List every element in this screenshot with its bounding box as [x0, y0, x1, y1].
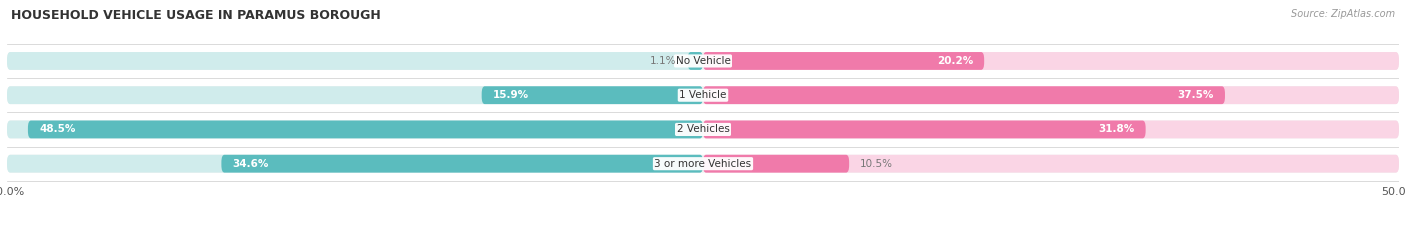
- Text: 48.5%: 48.5%: [39, 124, 76, 135]
- FancyBboxPatch shape: [703, 52, 984, 70]
- Text: 15.9%: 15.9%: [494, 90, 529, 100]
- FancyBboxPatch shape: [28, 121, 703, 138]
- FancyBboxPatch shape: [7, 52, 703, 70]
- Text: 37.5%: 37.5%: [1177, 90, 1213, 100]
- FancyBboxPatch shape: [703, 86, 1225, 104]
- Text: 34.6%: 34.6%: [232, 159, 269, 169]
- Text: 20.2%: 20.2%: [936, 56, 973, 66]
- Text: 10.5%: 10.5%: [860, 159, 893, 169]
- Text: 3 or more Vehicles: 3 or more Vehicles: [654, 159, 752, 169]
- Text: 1.1%: 1.1%: [650, 56, 676, 66]
- Text: 31.8%: 31.8%: [1098, 124, 1135, 135]
- FancyBboxPatch shape: [703, 155, 1399, 173]
- FancyBboxPatch shape: [703, 121, 1399, 138]
- FancyBboxPatch shape: [7, 155, 1399, 173]
- FancyBboxPatch shape: [703, 155, 849, 173]
- FancyBboxPatch shape: [7, 121, 703, 138]
- Legend: Owner-occupied, Renter-occupied: Owner-occupied, Renter-occupied: [586, 231, 820, 234]
- FancyBboxPatch shape: [482, 86, 703, 104]
- Text: No Vehicle: No Vehicle: [675, 56, 731, 66]
- FancyBboxPatch shape: [7, 86, 703, 104]
- FancyBboxPatch shape: [703, 52, 1399, 70]
- Text: HOUSEHOLD VEHICLE USAGE IN PARAMUS BOROUGH: HOUSEHOLD VEHICLE USAGE IN PARAMUS BOROU…: [11, 9, 381, 22]
- FancyBboxPatch shape: [7, 121, 1399, 138]
- FancyBboxPatch shape: [703, 121, 1146, 138]
- FancyBboxPatch shape: [688, 52, 703, 70]
- FancyBboxPatch shape: [703, 86, 1399, 104]
- Text: 1 Vehicle: 1 Vehicle: [679, 90, 727, 100]
- FancyBboxPatch shape: [221, 155, 703, 173]
- FancyBboxPatch shape: [7, 155, 703, 173]
- FancyBboxPatch shape: [7, 52, 1399, 70]
- FancyBboxPatch shape: [7, 86, 1399, 104]
- Text: 2 Vehicles: 2 Vehicles: [676, 124, 730, 135]
- Text: Source: ZipAtlas.com: Source: ZipAtlas.com: [1291, 9, 1395, 19]
